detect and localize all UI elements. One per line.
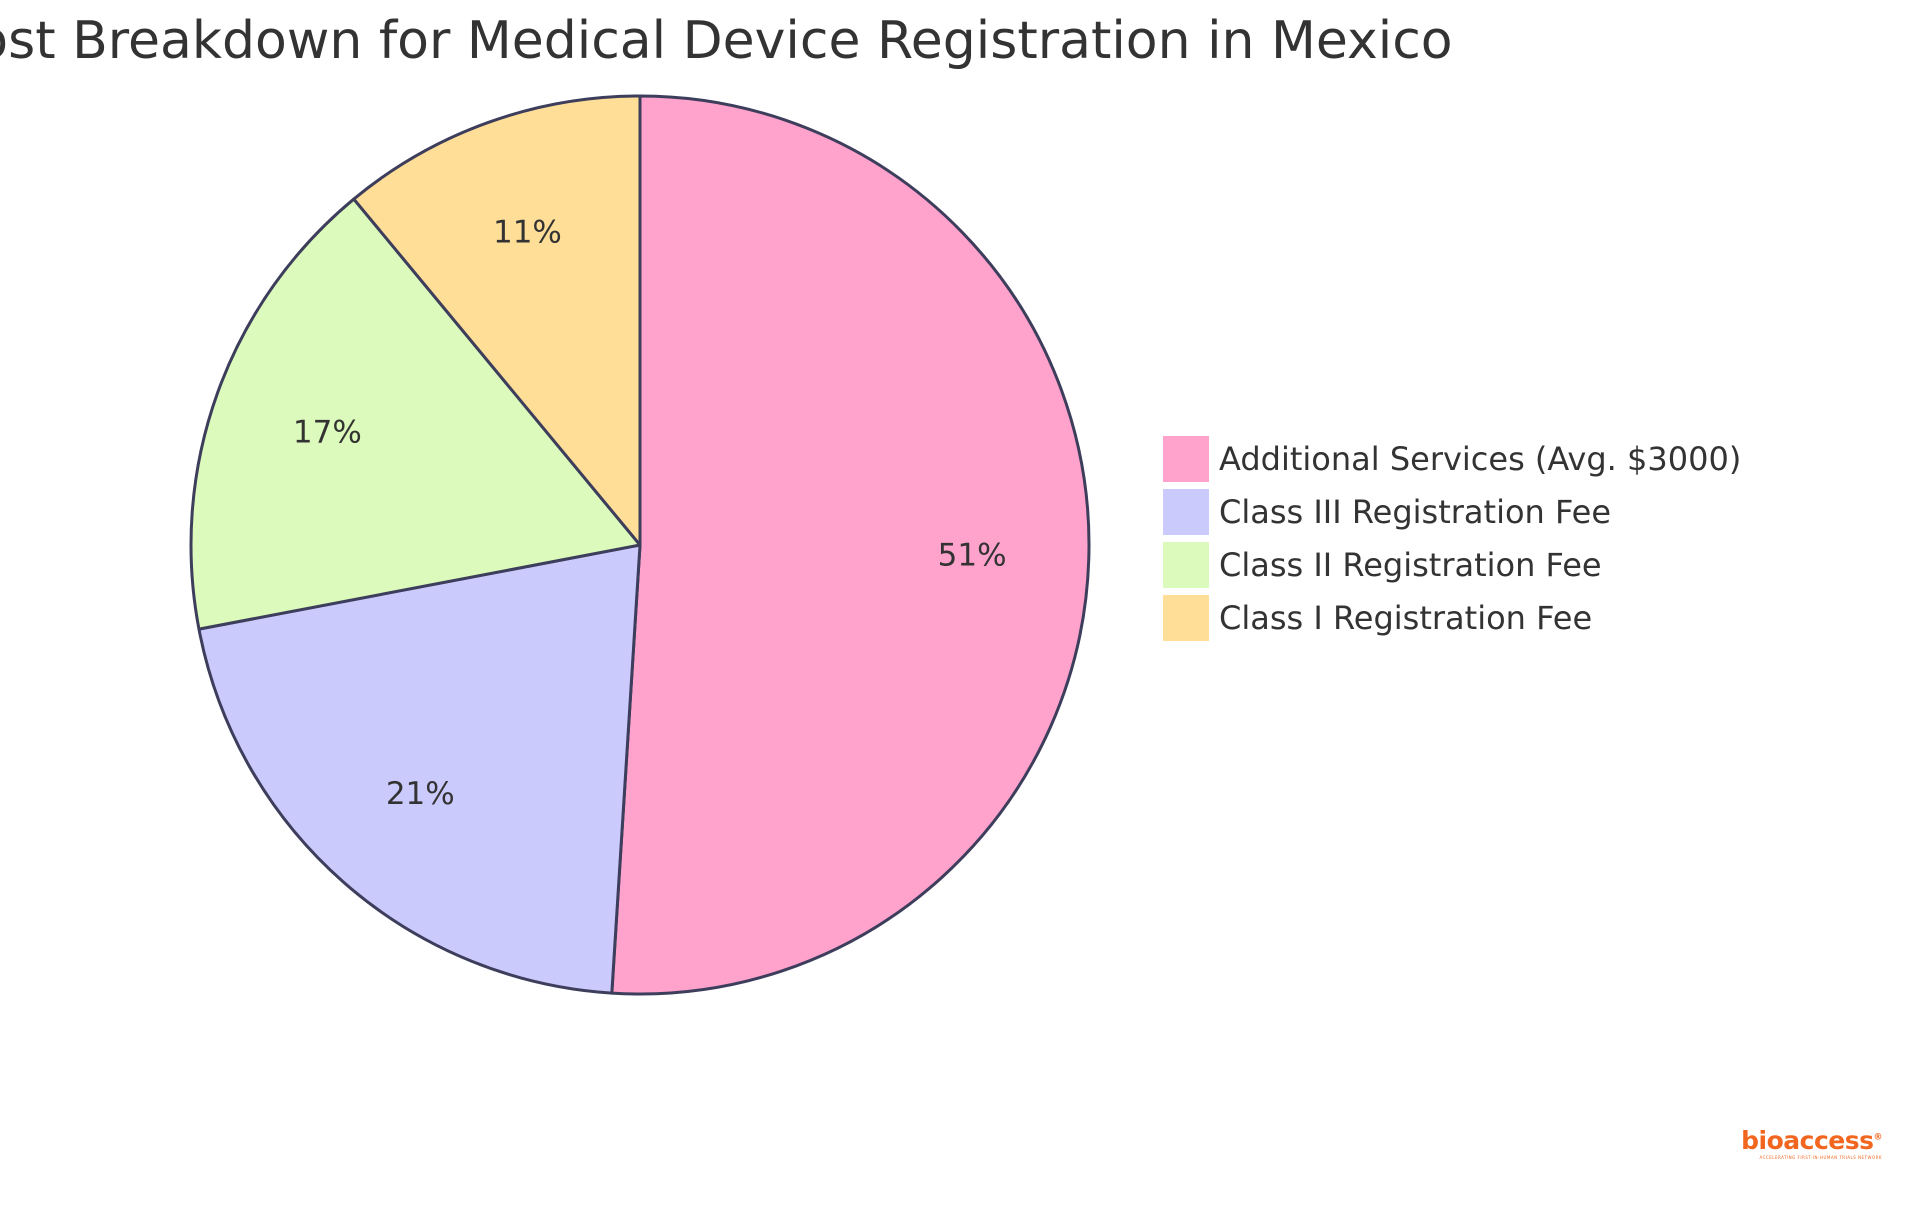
legend-label-1: Additional Services (Avg. $3000) (1219, 440, 1741, 478)
slice-label-3: 17% (293, 414, 362, 450)
slice-label-1: 51% (938, 537, 1007, 573)
slice-label-2: 21% (386, 776, 455, 812)
chart-title: Cost Breakdown for Medical Device Regist… (0, 11, 1453, 71)
legend-swatch-1 (1163, 436, 1209, 482)
legend-label-2: Class III Registration Fee (1219, 493, 1611, 531)
slice-label-4: 11% (493, 214, 562, 250)
legend-label-4: Class I Registration Fee (1219, 599, 1592, 637)
logo-tagline: ACCELERATING FIRST-IN-HUMAN TRIALS NETWO… (1759, 1155, 1882, 1160)
pie-slice-1 (610, 94, 1091, 996)
pie-slice-3 (189, 197, 642, 631)
logo-name: bioaccess (1741, 1126, 1874, 1155)
pie-slices (189, 94, 1091, 996)
pie-slice-4 (352, 94, 642, 547)
chart-legend: Additional Services (Avg. $3000) Class II… (1163, 436, 1741, 641)
pie-percent-labels: 51% 21% 17% 11% (293, 214, 1007, 812)
legend-label-3: Class II Registration Fee (1219, 546, 1602, 584)
bioaccess-logo: bioaccess® ACCELERATING FIRST-IN-HUMAN T… (1741, 1126, 1882, 1160)
pie-slice-2 (197, 543, 642, 995)
legend-swatch-2 (1163, 489, 1209, 535)
legend-swatch-3 (1163, 542, 1209, 588)
legend-swatch-4 (1163, 595, 1209, 641)
